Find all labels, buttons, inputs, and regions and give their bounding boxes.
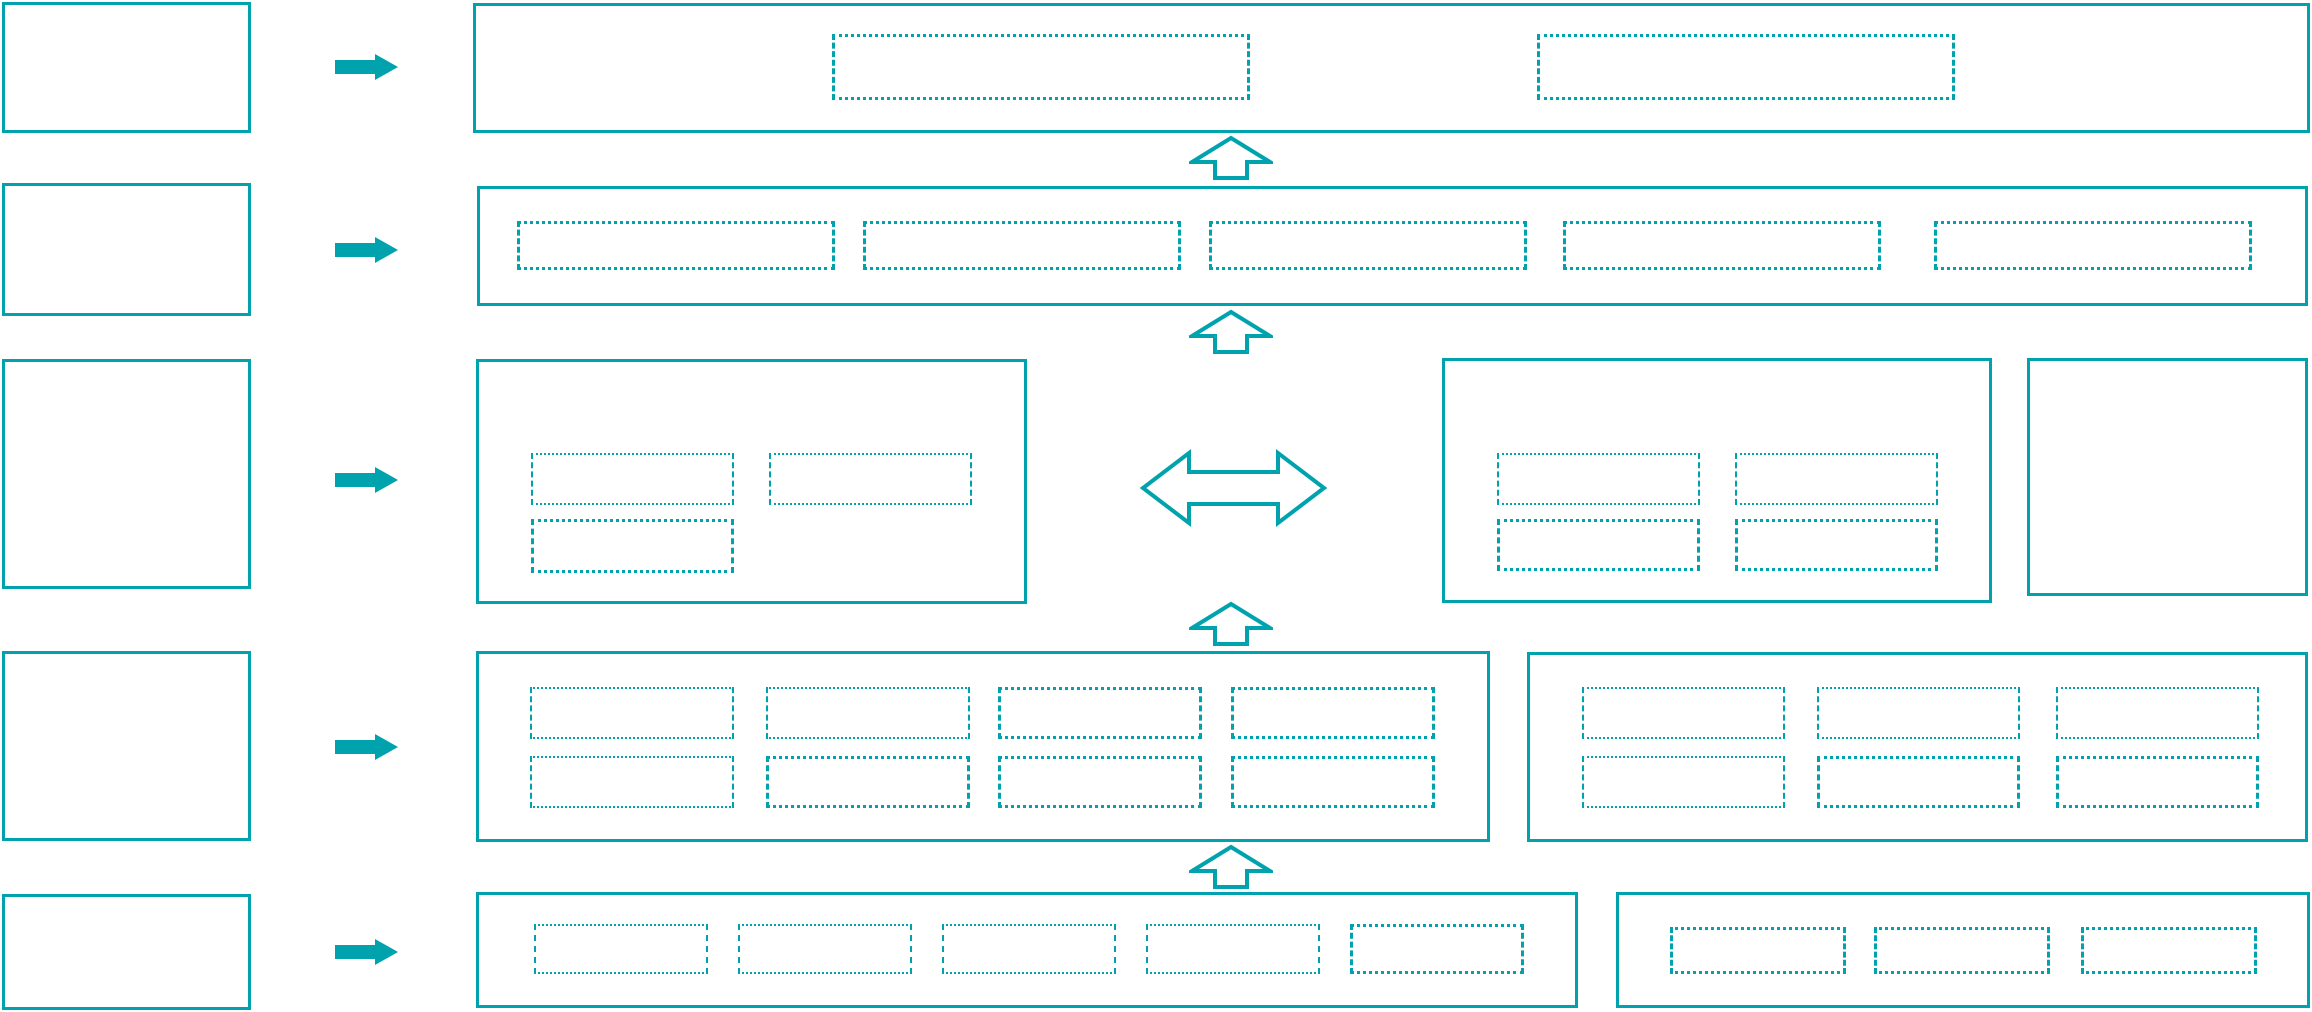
placeholder-box bbox=[1497, 519, 1700, 571]
row-5-label-box bbox=[2, 894, 251, 1010]
right-arrow-icon bbox=[335, 467, 398, 493]
placeholder-box bbox=[1874, 927, 2050, 974]
up-arrow-icon bbox=[1189, 309, 1273, 354]
layer-3-left-container bbox=[476, 359, 1027, 604]
up-arrow-icon bbox=[1189, 135, 1273, 180]
layer-4-left-container bbox=[476, 651, 1490, 842]
row-4-label-box bbox=[2, 651, 251, 841]
placeholder-box bbox=[517, 221, 835, 270]
placeholder-box bbox=[1582, 687, 1785, 739]
placeholder-box bbox=[1537, 34, 1955, 100]
placeholder-box bbox=[1670, 927, 1846, 974]
placeholder-box bbox=[832, 34, 1250, 100]
layer-5-left-container bbox=[476, 892, 1578, 1008]
right-arrow-icon bbox=[335, 54, 398, 80]
layer-5-right-container bbox=[1616, 892, 2310, 1008]
placeholder-box bbox=[531, 453, 734, 505]
placeholder-box bbox=[863, 221, 1181, 270]
placeholder-box bbox=[942, 924, 1116, 974]
placeholder-box bbox=[766, 756, 970, 808]
placeholder-box bbox=[530, 756, 734, 808]
placeholder-box bbox=[998, 687, 1202, 739]
placeholder-box bbox=[534, 924, 708, 974]
placeholder-box bbox=[531, 519, 734, 573]
placeholder-box bbox=[1563, 221, 1881, 270]
placeholder-box bbox=[2056, 756, 2259, 808]
right-arrow-icon bbox=[335, 939, 398, 965]
placeholder-box bbox=[1735, 519, 1938, 571]
placeholder-box bbox=[1497, 453, 1700, 505]
placeholder-box bbox=[1231, 756, 1435, 808]
layer-1-container bbox=[473, 3, 2310, 133]
placeholder-box bbox=[2056, 687, 2259, 739]
up-arrow-icon bbox=[1189, 601, 1273, 646]
placeholder-box bbox=[1350, 924, 1524, 974]
placeholder-box bbox=[1817, 756, 2020, 808]
layer-3-side-container bbox=[2027, 358, 2308, 596]
placeholder-box bbox=[1735, 453, 1938, 505]
placeholder-box bbox=[1817, 687, 2020, 739]
placeholder-box bbox=[1231, 687, 1435, 739]
right-arrow-icon bbox=[335, 237, 398, 263]
up-arrow-icon bbox=[1189, 844, 1273, 889]
placeholder-box bbox=[998, 756, 1202, 808]
layer-2-container bbox=[477, 186, 2308, 306]
layer-4-right-container bbox=[1527, 652, 2308, 842]
placeholder-box bbox=[1209, 221, 1527, 270]
layer-3-right-container bbox=[1442, 358, 1992, 603]
right-arrow-icon bbox=[335, 734, 398, 760]
placeholder-box bbox=[1582, 756, 1785, 808]
placeholder-box bbox=[766, 687, 970, 739]
placeholder-box bbox=[2081, 927, 2257, 974]
double-arrow-icon bbox=[1139, 448, 1328, 528]
placeholder-box bbox=[769, 453, 972, 505]
placeholder-box bbox=[1146, 924, 1320, 974]
row-2-label-box bbox=[2, 183, 251, 316]
row-3-label-box bbox=[2, 359, 251, 589]
row-1-label-box bbox=[2, 2, 251, 133]
placeholder-box bbox=[530, 687, 734, 739]
placeholder-box bbox=[738, 924, 912, 974]
placeholder-box bbox=[1934, 221, 2252, 270]
